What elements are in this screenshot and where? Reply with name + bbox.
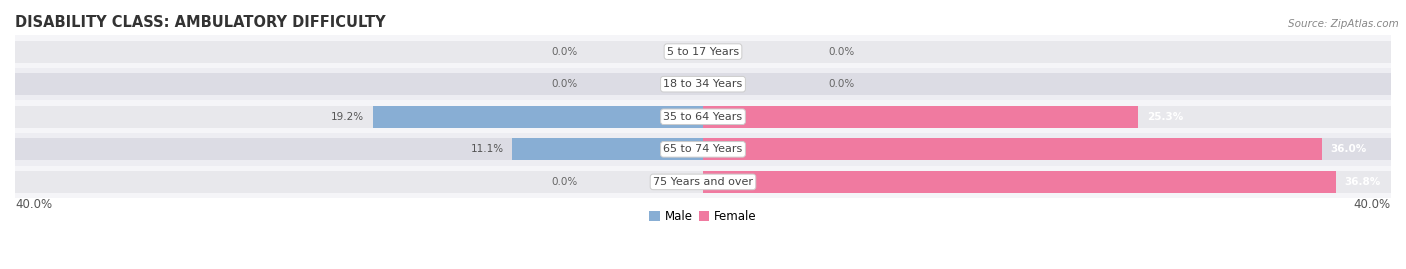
Text: 35 to 64 Years: 35 to 64 Years <box>664 112 742 122</box>
Bar <box>703 106 1391 128</box>
Bar <box>15 35 1391 68</box>
Text: 0.0%: 0.0% <box>551 79 578 89</box>
Bar <box>15 73 703 95</box>
Text: 0.0%: 0.0% <box>551 177 578 187</box>
Text: 75 Years and over: 75 Years and over <box>652 177 754 187</box>
Bar <box>703 106 1139 128</box>
Text: Source: ZipAtlas.com: Source: ZipAtlas.com <box>1288 19 1399 29</box>
Text: 0.0%: 0.0% <box>551 47 578 56</box>
Bar <box>15 106 703 128</box>
Bar <box>703 138 1322 160</box>
Text: 0.0%: 0.0% <box>828 47 855 56</box>
Text: DISABILITY CLASS: AMBULATORY DIFFICULTY: DISABILITY CLASS: AMBULATORY DIFFICULTY <box>15 15 385 30</box>
Text: 18 to 34 Years: 18 to 34 Years <box>664 79 742 89</box>
Bar <box>703 171 1391 193</box>
Text: 36.8%: 36.8% <box>1344 177 1381 187</box>
Bar <box>15 166 1391 198</box>
Bar <box>15 68 1391 101</box>
Text: 40.0%: 40.0% <box>1354 198 1391 211</box>
Bar <box>15 133 1391 166</box>
Bar <box>703 41 1391 63</box>
Text: 19.2%: 19.2% <box>330 112 364 122</box>
Text: 5 to 17 Years: 5 to 17 Years <box>666 47 740 56</box>
Bar <box>512 138 703 160</box>
Bar <box>373 106 703 128</box>
Legend: Male, Female: Male, Female <box>645 206 761 228</box>
Text: 36.0%: 36.0% <box>1331 144 1367 154</box>
Text: 65 to 74 Years: 65 to 74 Years <box>664 144 742 154</box>
Bar <box>703 138 1391 160</box>
Text: 40.0%: 40.0% <box>15 198 52 211</box>
Bar <box>15 171 703 193</box>
Text: 0.0%: 0.0% <box>828 79 855 89</box>
Bar <box>15 101 1391 133</box>
Bar <box>703 73 1391 95</box>
Bar <box>15 138 703 160</box>
Text: 25.3%: 25.3% <box>1147 112 1182 122</box>
Bar <box>15 41 703 63</box>
Bar <box>703 171 1336 193</box>
Text: 11.1%: 11.1% <box>471 144 503 154</box>
